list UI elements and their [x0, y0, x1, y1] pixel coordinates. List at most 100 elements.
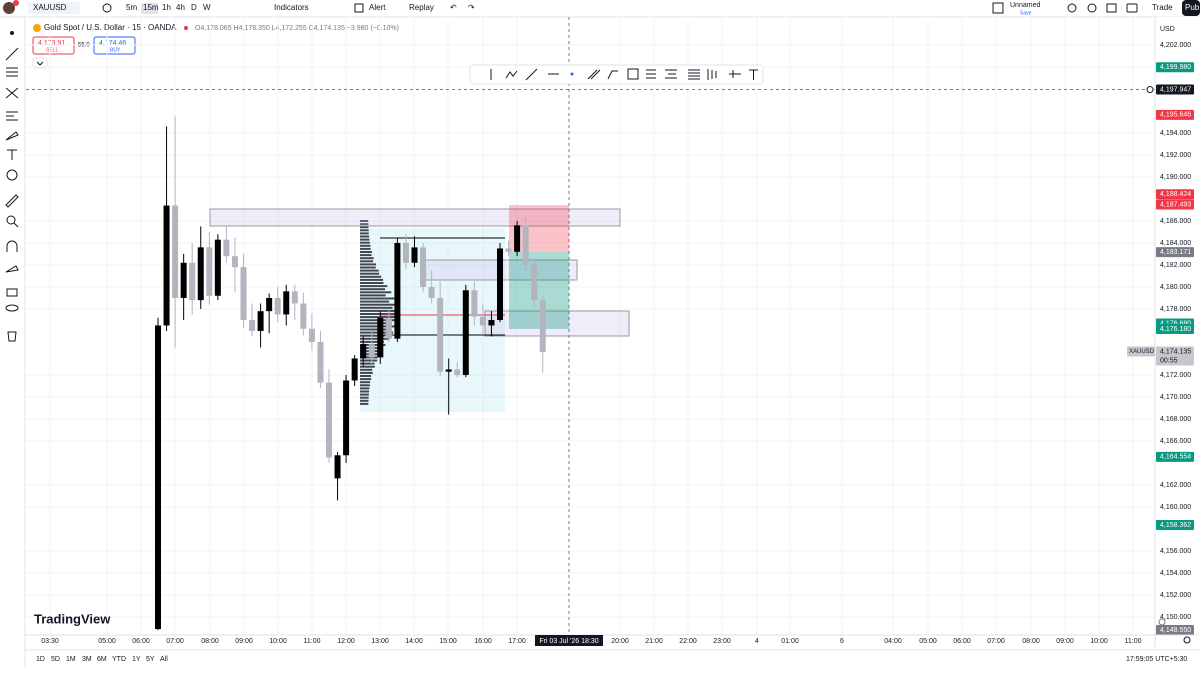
volume-profile-bar	[360, 387, 370, 390]
price-tag-box	[1156, 519, 1194, 530]
price-tag-box	[1156, 62, 1194, 73]
y-tick-label: 4,184.000	[1160, 240, 1191, 247]
range[interactable]: 5D	[51, 656, 60, 663]
x-tick-label: 08:00	[1022, 638, 1040, 645]
candle-body	[368, 344, 375, 358]
price-tag: 4,188.424	[1160, 191, 1191, 198]
volume-profile-bar	[360, 322, 392, 325]
price-tag: 4,164.554	[1160, 454, 1191, 461]
range[interactable]: YTD	[112, 656, 126, 663]
price-tag-box	[1156, 247, 1194, 258]
collapse[interactable]	[32, 57, 48, 69]
trade[interactable]: Trade	[1152, 3, 1173, 12]
range[interactable]: 3M	[82, 656, 92, 663]
settings-dot[interactable]	[1158, 618, 1166, 626]
indicators[interactable]: Indicators	[274, 3, 309, 12]
buy-button[interactable]	[93, 36, 136, 55]
replay[interactable]: Replay	[409, 3, 434, 12]
candle-body	[214, 239, 221, 296]
candle-body	[240, 267, 247, 320]
symbol-box[interactable]	[28, 2, 80, 14]
candle-body	[454, 369, 461, 375]
candle-body	[488, 319, 495, 326]
x-tick-label: 21:00	[645, 638, 663, 645]
crosshair-plus[interactable]	[1146, 86, 1154, 94]
symbol-tag-box	[1127, 346, 1155, 357]
checkbox[interactable]	[992, 2, 1004, 14]
alert-icon	[354, 3, 364, 13]
candle-body	[514, 225, 521, 252]
settings[interactable]	[1087, 3, 1097, 13]
alert[interactable]: Alert	[369, 3, 386, 12]
candle-body	[394, 242, 401, 339]
y-tick-label: 4,194.000	[1160, 130, 1191, 137]
volume-profile-bar	[360, 365, 375, 368]
interval[interactable]: 4h	[176, 3, 185, 12]
redo[interactable]: ↷	[468, 3, 475, 12]
crosshair-time: Fri 03 Jul '26 18:30	[539, 638, 598, 645]
axis-settings[interactable]	[1183, 636, 1191, 644]
layout-name[interactable]: Unnamed	[1010, 2, 1040, 9]
y-tick-label: 4,170.000	[1160, 394, 1191, 401]
volume-profile-bar	[360, 390, 370, 393]
price-tag: 4,148.550	[1160, 627, 1191, 634]
volume-profile-bar	[360, 220, 369, 222]
add-symbol[interactable]	[102, 3, 112, 13]
candle-body	[497, 248, 503, 320]
y-tick-label: 4,150.000	[1160, 614, 1191, 621]
volume-profile-bar	[360, 396, 369, 399]
x-tick-label: 07:00	[166, 638, 184, 645]
x-tick-label: 16:00	[474, 638, 492, 645]
volume-profile-bar	[360, 260, 374, 263]
x-tick-label: 06:00	[953, 638, 971, 645]
interval[interactable]: W	[203, 3, 211, 12]
range[interactable]: 1Y	[132, 656, 141, 663]
symbol-tag: XAUUSD	[1129, 349, 1155, 355]
volume-profile-bar	[360, 291, 392, 294]
y-tick-label: 4,162.000	[1160, 482, 1191, 489]
candle-body	[462, 290, 469, 375]
price-tag: 4,199.980	[1160, 64, 1191, 71]
y-tick-label: 4,172.000	[1160, 372, 1191, 379]
fullscreen[interactable]	[1106, 3, 1117, 13]
avatar[interactable]	[3, 2, 15, 14]
range[interactable]: 6M	[97, 656, 107, 663]
range[interactable]: 5Y	[146, 656, 155, 663]
zone-box[interactable]	[484, 310, 630, 337]
candle-body	[249, 319, 256, 331]
target-zone[interactable]	[509, 252, 569, 329]
y-tick-label: 4,192.000	[1160, 152, 1191, 159]
currency[interactable]: USD	[1160, 26, 1175, 33]
volume-profile-bar	[360, 263, 377, 266]
publish-button[interactable]	[1182, 0, 1200, 16]
price-tag: 4,183.171	[1160, 249, 1191, 256]
search[interactable]	[1067, 3, 1077, 13]
volume-profile-bar	[360, 309, 397, 312]
price-tag: 4,158.362	[1160, 522, 1191, 529]
range[interactable]: 1M	[66, 656, 76, 663]
interval[interactable]: 5m	[126, 3, 137, 12]
interval[interactable]: 15m	[143, 3, 159, 12]
range[interactable]: All	[160, 656, 168, 663]
candle-body	[291, 291, 298, 304]
y-tick-label: 4,202.000	[1160, 42, 1191, 49]
volume-profile-bar	[360, 251, 372, 253]
volume-profile-bar	[360, 244, 371, 247]
snapshot[interactable]	[1126, 3, 1138, 13]
volume-profile-bar	[360, 266, 376, 269]
candle-body	[189, 262, 196, 301]
volume-profile-bar	[360, 384, 370, 387]
drawing-tools[interactable]	[5, 31, 19, 342]
volume-profile-bar	[360, 278, 384, 281]
undo[interactable]: ↶	[450, 3, 457, 12]
sell-button[interactable]	[32, 36, 75, 55]
x-tick-label: 14:00	[405, 638, 423, 645]
range[interactable]: 1D	[36, 656, 45, 663]
price-tag-box	[1156, 323, 1194, 334]
interval[interactable]: 1h	[162, 3, 171, 12]
x-tick-label: 04:00	[884, 638, 902, 645]
floating-tools[interactable]	[490, 68, 758, 81]
interval[interactable]: D	[191, 3, 197, 12]
x-tick-label: 20:00	[611, 638, 629, 645]
